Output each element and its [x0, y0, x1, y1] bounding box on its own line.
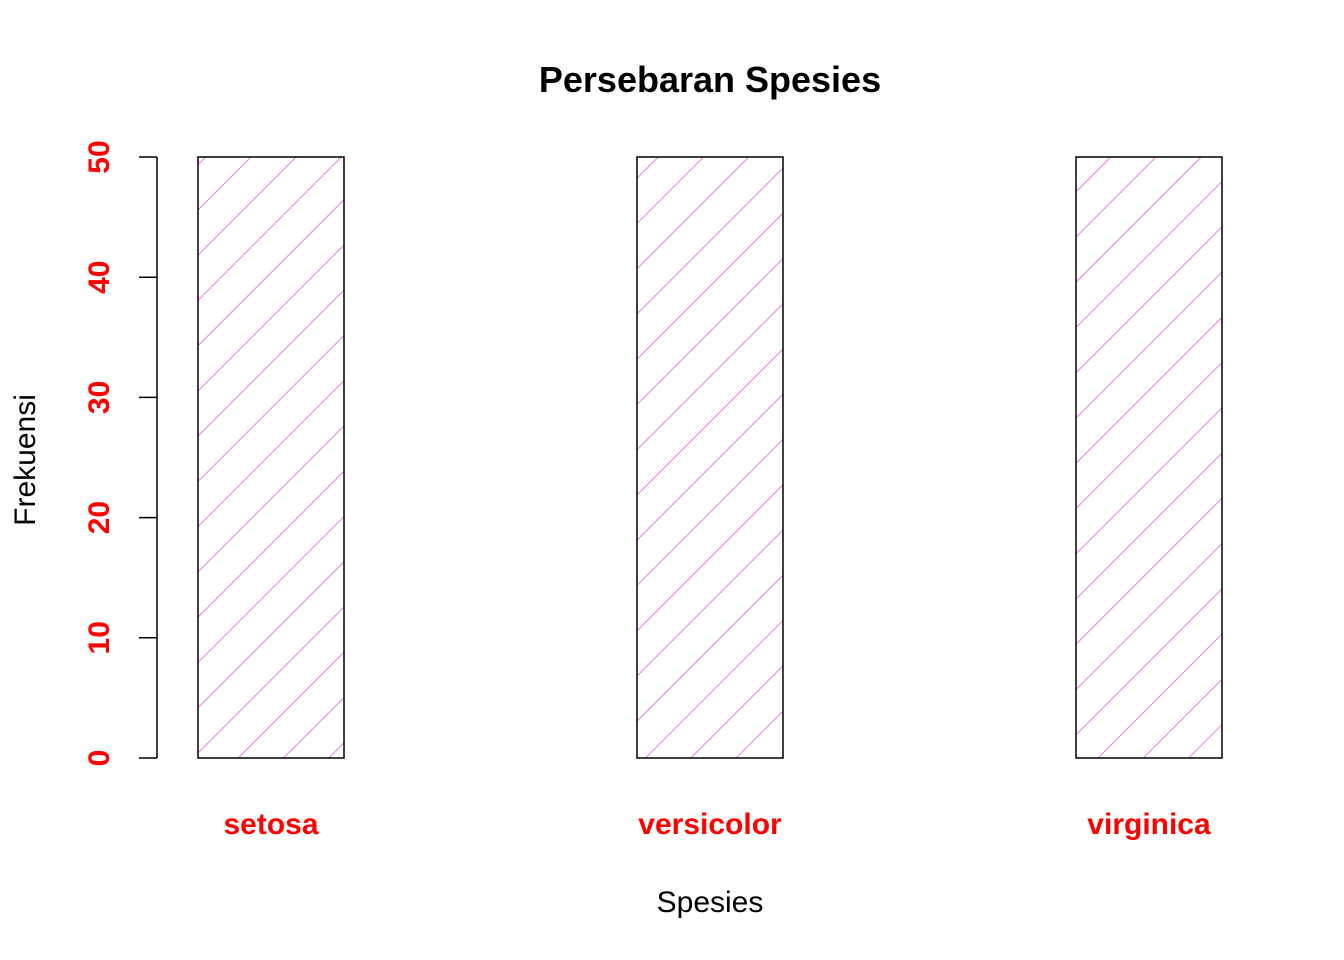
y-tick-label: 0	[83, 750, 116, 767]
y-tick-label: 20	[83, 501, 116, 534]
x-tick-label: versicolor	[638, 808, 782, 841]
y-axis-label: Frekuensi	[9, 394, 42, 526]
x-tick-label: virginica	[1087, 808, 1211, 841]
y-tick-label: 30	[83, 381, 116, 414]
bar-virginica	[1075, 156, 1223, 759]
chart-title: Persebaran Spesies	[539, 59, 881, 100]
x-category-labels: setosa versicolor virginica	[223, 808, 1211, 841]
bars	[197, 156, 1223, 759]
y-tick-label: 40	[83, 261, 116, 294]
y-tick-label: 10	[83, 621, 116, 654]
y-tick-label: 50	[83, 140, 116, 173]
bar-versicolor	[636, 156, 784, 759]
x-axis-label: Spesies	[657, 886, 764, 919]
y-axis: 0 10 20 30 40 50	[83, 140, 158, 767]
x-tick-label: setosa	[223, 808, 318, 841]
bar-setosa	[197, 156, 345, 759]
